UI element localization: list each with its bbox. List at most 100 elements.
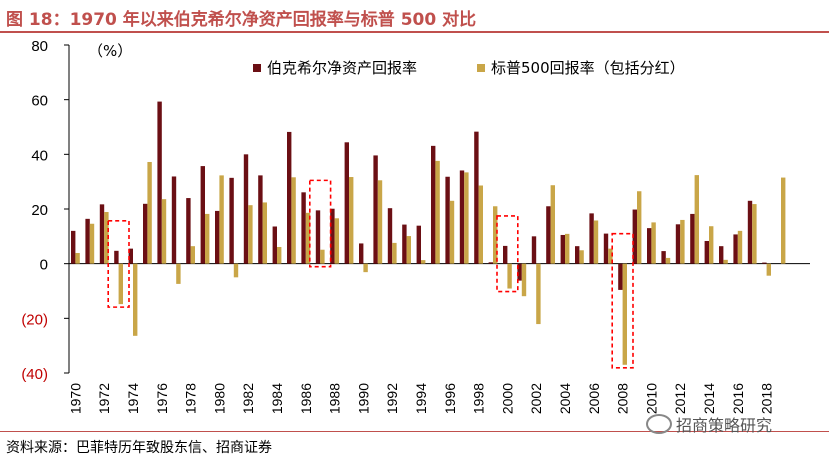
bar-sp500 xyxy=(161,199,167,264)
bar-brk xyxy=(719,246,724,264)
bar-brk xyxy=(229,177,234,264)
x-tick-label: 2014 xyxy=(701,383,717,414)
bar-brk xyxy=(387,208,393,264)
highlight-box xyxy=(308,179,332,268)
x-tick-label: 1998 xyxy=(471,383,487,414)
bar-sp500 xyxy=(737,230,743,264)
legend-label-brk: 伯克希尔净资产回报率 xyxy=(267,59,417,77)
x-tick-label: 2006 xyxy=(586,383,602,414)
bar-sp500 xyxy=(651,222,656,264)
bar-brk xyxy=(704,240,709,264)
bar-brk xyxy=(517,263,522,281)
legend-swatch-brk xyxy=(253,64,261,72)
bar-brk xyxy=(71,230,76,264)
bar-sp500 xyxy=(550,185,555,264)
bar-sp500 xyxy=(521,263,527,297)
bar-sp500 xyxy=(752,204,757,264)
x-tick-label: 1994 xyxy=(413,383,429,414)
x-tick-label: 1980 xyxy=(211,383,227,414)
x-tick-label: 1986 xyxy=(298,383,314,414)
bar-brk xyxy=(157,101,162,264)
x-tick-label: 1996 xyxy=(442,383,458,414)
bar-brk xyxy=(488,262,493,264)
bar-sp500 xyxy=(147,161,152,264)
bar-sp500 xyxy=(421,260,426,264)
title-rule xyxy=(0,31,829,33)
bar-sp500 xyxy=(406,236,411,264)
bar-chart: 80 60 40 20 0 (20) (40) （%） 1970 1972 1974 1976 1978… xyxy=(21,38,810,414)
bar-brk xyxy=(531,236,537,264)
bar-brk xyxy=(503,245,508,264)
bar-brk xyxy=(402,224,407,264)
bar-sp500 xyxy=(723,259,728,264)
y-tick-label: (40) xyxy=(21,366,48,383)
bar-sp500 xyxy=(637,191,642,264)
x-tick-label: 1978 xyxy=(183,383,199,414)
bar-sp500 xyxy=(622,263,627,365)
y-tick-label: 60 xyxy=(31,93,48,110)
bar-sp500 xyxy=(464,172,469,264)
x-tick-label: 1982 xyxy=(240,383,256,414)
bar-brk xyxy=(344,142,349,264)
bar-brk xyxy=(85,218,90,264)
bar-brk xyxy=(459,170,465,264)
source-note: 资料来源：巴菲特历年致股东信、招商证券 xyxy=(6,440,272,456)
bar-brk xyxy=(647,228,652,264)
bar-sp500 xyxy=(665,257,671,264)
legend-swatch-sp500 xyxy=(477,64,485,72)
bar-brk xyxy=(215,210,220,264)
bar-sp500 xyxy=(205,213,210,264)
bar-brk xyxy=(143,203,148,264)
bar-sp500 xyxy=(320,249,325,264)
y-tick-label: 40 xyxy=(31,147,48,164)
bar-brk xyxy=(359,243,364,264)
bar-sp500 xyxy=(536,263,541,325)
bar-brk xyxy=(200,166,205,264)
bar-brk xyxy=(603,233,609,264)
bar-brk xyxy=(186,198,191,264)
bar-sp500 xyxy=(334,218,339,264)
x-tick-label: 1970 xyxy=(67,383,83,414)
bar-brk xyxy=(128,248,133,264)
watermark: 招商策略研究 xyxy=(646,412,772,436)
x-tick-label: 2016 xyxy=(730,383,746,414)
figure-title: 图 18：1970 年以来伯克希尔净资产回报率与标普 500 对比 xyxy=(6,10,477,30)
x-tick-label: 1990 xyxy=(355,383,371,414)
x-tick-label: 2018 xyxy=(759,383,775,414)
bar-brk xyxy=(373,155,378,264)
bar-brk xyxy=(762,262,767,264)
bar-sp500 xyxy=(478,185,483,264)
x-tick-label: 1988 xyxy=(327,383,343,414)
x-tick-label: 1976 xyxy=(154,383,170,414)
unit-label: （%） xyxy=(88,42,132,60)
watermark-text: 招商策略研究 xyxy=(676,416,773,435)
bar-sp500 xyxy=(89,223,95,264)
bar-sp500 xyxy=(766,263,771,276)
bar-sp500 xyxy=(392,242,397,264)
highlight-box xyxy=(107,220,130,308)
bar-sp500 xyxy=(579,250,584,264)
bar-sp500 xyxy=(291,177,296,264)
bar-brk xyxy=(546,206,551,264)
bar-sp500 xyxy=(449,200,455,264)
bar-sp500 xyxy=(248,205,253,264)
bar-brk xyxy=(287,131,292,264)
bar-sp500 xyxy=(277,246,282,264)
x-tick-label: 1984 xyxy=(269,383,285,414)
bar-brk xyxy=(258,175,263,264)
bar-brk xyxy=(589,213,594,264)
bar-sp500 xyxy=(233,263,239,278)
bar-brk xyxy=(632,209,637,264)
bar-sp500 xyxy=(219,175,224,264)
bar-sp500 xyxy=(118,263,123,305)
bar-brk xyxy=(747,200,753,264)
bar-sp500 xyxy=(305,212,311,264)
bar-brk xyxy=(416,225,421,264)
bar-sp500 xyxy=(176,263,181,284)
bar-sp500 xyxy=(781,177,786,264)
bar-brk xyxy=(445,176,450,264)
x-tick-label: 2012 xyxy=(672,383,688,414)
bar-sp500 xyxy=(104,212,109,264)
bar-sp500 xyxy=(262,202,267,264)
bar-brk xyxy=(330,208,335,264)
